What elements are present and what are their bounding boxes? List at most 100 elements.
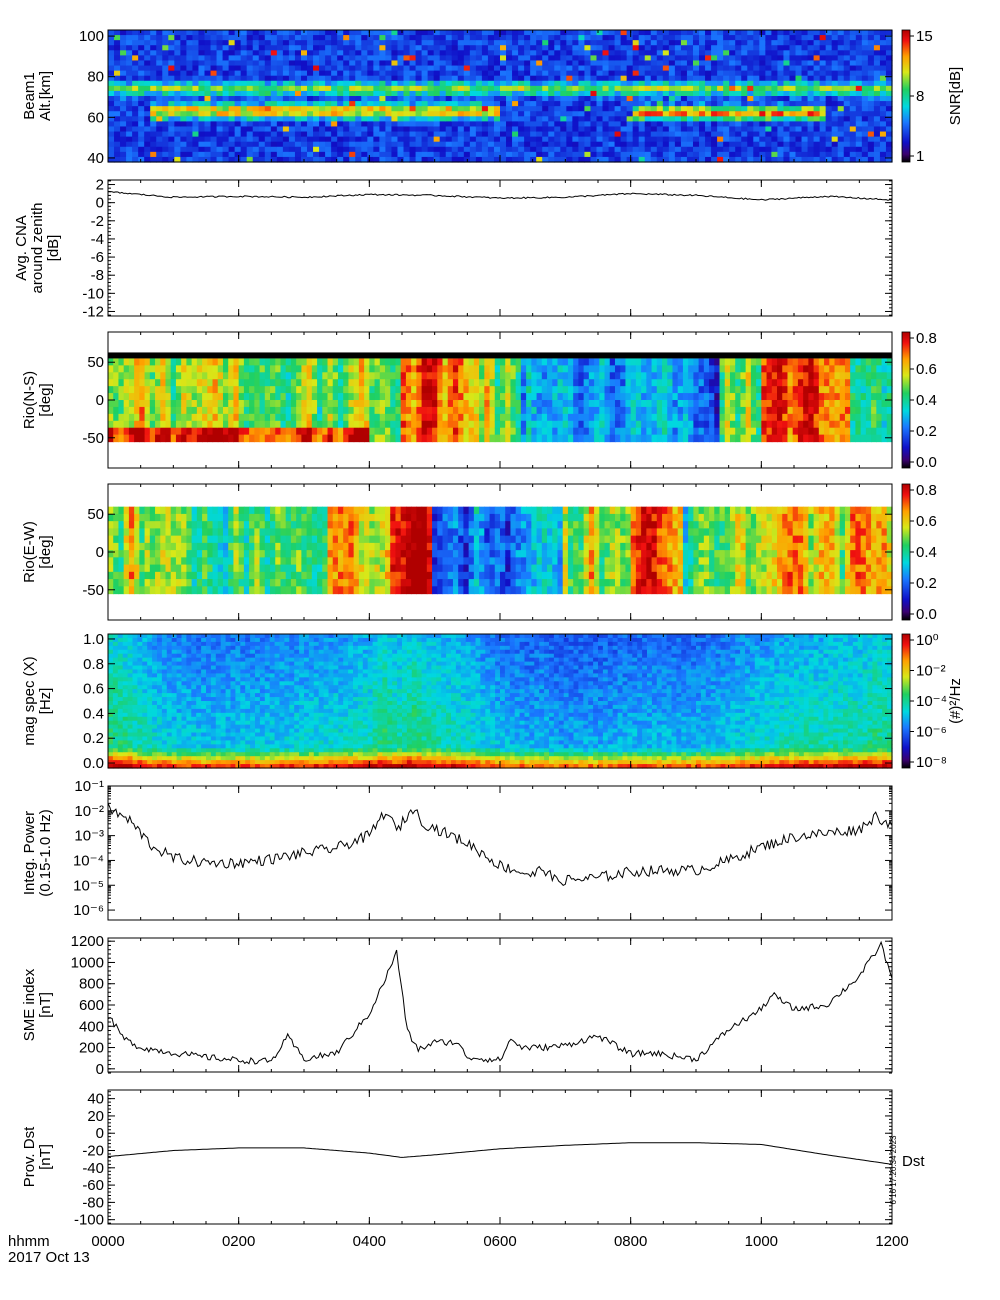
heatmap-cell — [596, 151, 604, 158]
heatmap-cell — [246, 111, 254, 117]
heatmap-cell — [469, 75, 477, 82]
heatmap-cell — [180, 121, 187, 128]
heatmap-cell — [180, 136, 187, 143]
heatmap-cell — [196, 372, 203, 380]
heatmap-cell — [322, 400, 329, 408]
heatmap-cell — [626, 55, 634, 62]
heatmap-cell — [427, 126, 435, 133]
heatmap-cell — [650, 65, 658, 72]
heatmap-cell — [608, 101, 616, 107]
heatmap-cell — [879, 90, 887, 97]
heatmap-cell — [369, 358, 376, 366]
heatmap-cell — [307, 55, 314, 62]
heatmap-cell — [723, 50, 730, 56]
heatmap-cell — [469, 116, 477, 122]
heatmap-cell — [369, 427, 376, 436]
heatmap-cell — [741, 111, 748, 117]
heatmap-cell — [249, 372, 255, 380]
heatmap-cell — [150, 45, 157, 51]
heatmap-cell — [149, 386, 156, 394]
heatmap-cell — [280, 420, 287, 429]
heatmap-cell — [196, 427, 203, 436]
heatmap-cell — [560, 30, 567, 36]
heatmap-cell — [729, 55, 736, 62]
heatmap-cell — [554, 30, 561, 36]
heatmap-cell — [134, 372, 140, 380]
heatmap-cell — [451, 70, 459, 77]
heatmap-cell — [118, 372, 125, 380]
heatmap-cell — [590, 121, 598, 128]
heatmap-cell — [162, 55, 169, 62]
heatmap-cell — [433, 70, 441, 77]
heatmap-cell — [608, 96, 616, 102]
heatmap-cell — [282, 156, 290, 163]
heatmap-cell — [415, 151, 423, 158]
heatmap-cell — [777, 80, 785, 87]
heatmap-cell — [487, 116, 495, 122]
heatmap-cell — [445, 131, 453, 138]
heatmap-cell — [765, 70, 772, 77]
heatmap-cell — [114, 90, 121, 97]
heatmap-cell — [343, 90, 350, 97]
heatmap-cell — [369, 372, 376, 380]
heatmap-cell — [674, 146, 682, 153]
heatmap-cell — [198, 106, 206, 112]
heatmap-cell — [819, 101, 827, 107]
heatmap-cell — [307, 90, 314, 97]
heatmap-cell — [723, 126, 730, 133]
heatmap-cell — [536, 35, 543, 41]
heatmap-cell — [524, 131, 531, 138]
heatmap-cell — [735, 121, 742, 128]
heatmap-cell — [252, 101, 260, 107]
heatmap-cell — [885, 101, 893, 107]
heatmap-cell — [395, 400, 402, 408]
heatmap-cell — [662, 35, 670, 41]
heatmap-cell — [379, 65, 387, 72]
heatmap-cell — [650, 111, 658, 117]
heatmap-cell — [409, 85, 417, 92]
heatmap-cell — [795, 151, 803, 158]
heatmap-cell — [650, 146, 658, 153]
heatmap-cell — [566, 50, 573, 56]
heatmap-cell — [409, 151, 417, 158]
heatmap-cell — [421, 60, 429, 67]
heatmap-cell — [807, 146, 815, 153]
heatmap-cell — [108, 111, 115, 117]
heatmap-cell — [196, 358, 203, 366]
heatmap-cell — [222, 70, 230, 77]
heatmap-cell — [210, 136, 218, 143]
heatmap-cell — [337, 90, 344, 97]
heatmap-cell — [264, 131, 272, 138]
heatmap-cell — [210, 116, 218, 122]
heatmap-cell — [457, 111, 465, 117]
heatmap-cell — [144, 126, 151, 133]
heatmap-cell — [373, 60, 380, 67]
heatmap-cell — [405, 372, 412, 380]
heatmap-cell — [554, 40, 561, 46]
heatmap-cell — [590, 75, 598, 82]
heatmap-cell — [512, 65, 519, 72]
heatmap-cell — [138, 141, 145, 148]
heatmap-cell — [487, 70, 495, 77]
heatmap-cell — [421, 406, 428, 415]
heatmap-cell — [705, 101, 712, 107]
heatmap-cell — [723, 80, 730, 87]
heatmap-cell — [584, 126, 592, 133]
heatmap-cell — [415, 30, 423, 36]
heatmap-cell — [711, 40, 718, 46]
heatmap-cell — [294, 136, 302, 143]
heatmap-cell — [771, 55, 779, 62]
heatmap-cell — [325, 65, 332, 72]
heatmap-cell — [373, 30, 380, 36]
heatmap-cell — [126, 106, 133, 112]
heatmap-cell — [192, 80, 200, 87]
heatmap-cell — [144, 427, 151, 436]
heatmap-cell — [457, 126, 465, 133]
heatmap-cell — [175, 358, 182, 366]
heatmap-cell — [873, 136, 881, 143]
heatmap-cell — [373, 75, 380, 82]
heatmap-cell — [578, 55, 586, 62]
heatmap-cell — [358, 379, 365, 387]
heatmap-cell — [542, 55, 549, 62]
heatmap-cell — [463, 126, 471, 133]
